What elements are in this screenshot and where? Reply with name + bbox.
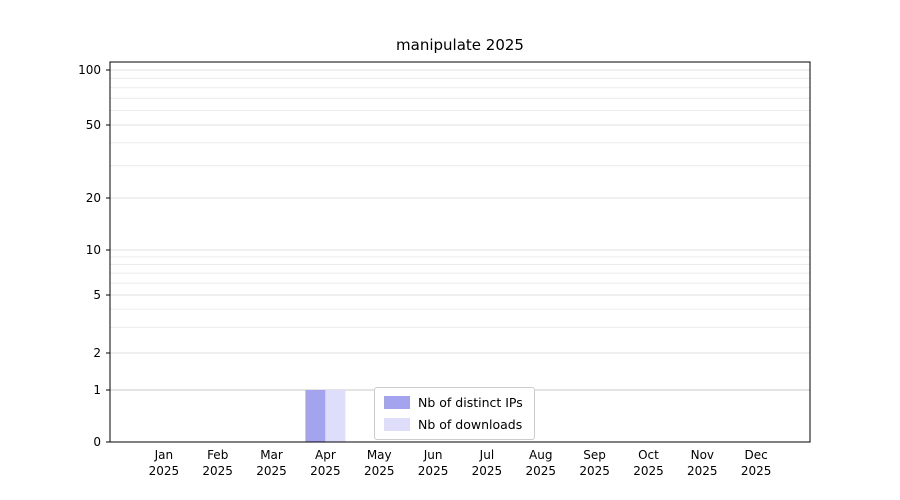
- legend-item-distinct-ips: Nb of distinct IPs: [384, 395, 523, 410]
- bar-downloads: [325, 390, 346, 442]
- x-tick-label-month: Feb: [207, 448, 228, 462]
- y-tick-label: 2: [93, 346, 101, 360]
- x-tick-label-month: Dec: [745, 448, 768, 462]
- x-tick-label-year: 2025: [256, 464, 287, 478]
- x-tick-label-year: 2025: [741, 464, 772, 478]
- legend-label-distinct-ips: Nb of distinct IPs: [418, 395, 523, 410]
- x-tick-label-year: 2025: [472, 464, 503, 478]
- x-tick-label-year: 2025: [202, 464, 233, 478]
- x-tick-label-year: 2025: [149, 464, 180, 478]
- chart-title: manipulate 2025: [396, 36, 524, 54]
- x-tick-label-month: Oct: [638, 448, 659, 462]
- x-tick-label-year: 2025: [687, 464, 718, 478]
- bar-distinct-ips: [305, 390, 326, 442]
- y-tick-label: 5: [93, 288, 101, 302]
- x-tick-label-year: 2025: [310, 464, 341, 478]
- legend: Nb of distinct IPs Nb of downloads: [374, 387, 535, 440]
- x-tick-label-month: Jun: [423, 448, 443, 462]
- y-tick-label: 0: [93, 435, 101, 449]
- x-tick-label-year: 2025: [364, 464, 395, 478]
- x-tick-label-month: Jan: [154, 448, 174, 462]
- x-tick-label-month: Apr: [315, 448, 336, 462]
- y-tick-label: 1: [93, 383, 101, 397]
- y-tick-label: 20: [86, 191, 101, 205]
- x-tick-label-month: Mar: [260, 448, 283, 462]
- x-tick-label-month: Jul: [479, 448, 494, 462]
- x-tick-label-year: 2025: [418, 464, 449, 478]
- x-tick-label-year: 2025: [579, 464, 610, 478]
- legend-item-downloads: Nb of downloads: [384, 417, 523, 432]
- x-tick-label-month: Nov: [691, 448, 714, 462]
- legend-label-downloads: Nb of downloads: [418, 417, 523, 432]
- legend-swatch-downloads: [384, 418, 410, 431]
- y-tick-label: 10: [86, 243, 101, 257]
- x-tick-label-year: 2025: [633, 464, 664, 478]
- y-tick-label: 100: [78, 63, 101, 77]
- y-tick-label: 50: [86, 118, 101, 132]
- plot-border: [109, 61, 811, 443]
- x-tick-label-month: Aug: [529, 448, 552, 462]
- legend-swatch-distinct-ips: [384, 396, 410, 409]
- x-tick-label-month: Sep: [583, 448, 606, 462]
- x-tick-label-month: May: [367, 448, 392, 462]
- x-tick-label-year: 2025: [525, 464, 556, 478]
